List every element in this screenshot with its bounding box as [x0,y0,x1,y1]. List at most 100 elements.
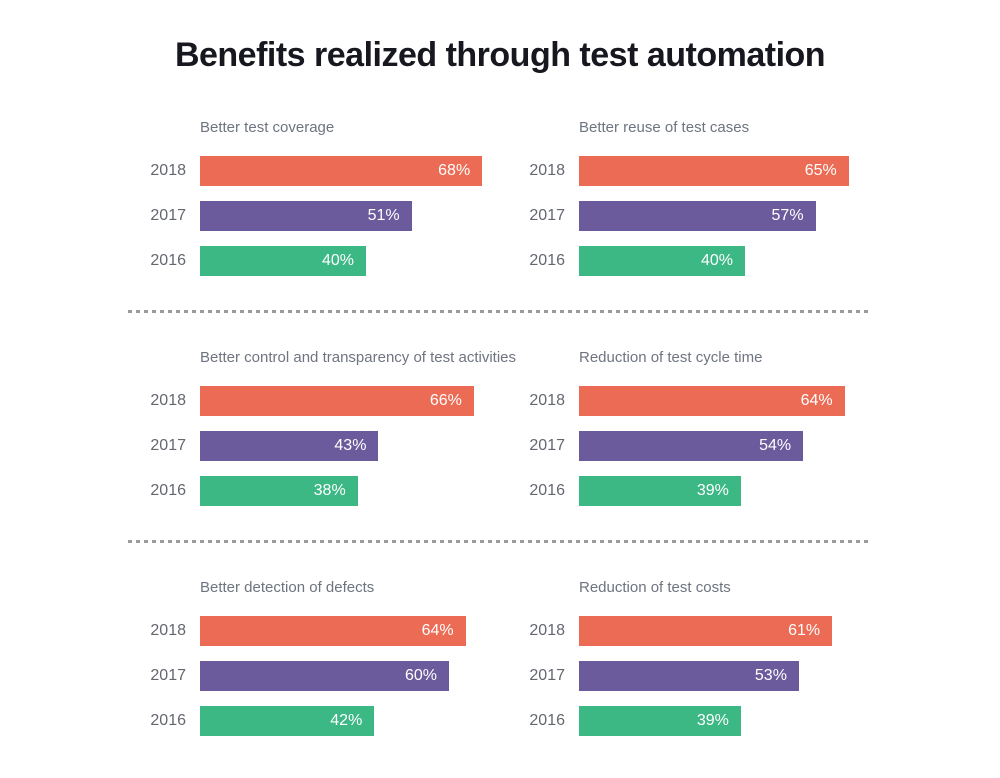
bar-row: 2017 60% [128,661,493,692]
bar-value-label: 38% [313,482,346,500]
bar-row: 2016 38% [128,476,493,507]
bar-2018: 61% [579,616,833,647]
chart-title: Better reuse of test cases [579,119,750,137]
bar-track: 40% [579,246,872,277]
bar-value-label: 68% [438,162,471,180]
bar-track: 60% [200,661,493,692]
bar-row: 2017 51% [128,201,493,232]
bar-row: 2016 39% [507,706,872,737]
bar-2018: 68% [200,156,483,187]
year-label: 2016 [529,482,565,500]
bar-2016: 40% [200,246,366,277]
year-label: 2017 [529,667,565,685]
bar-value-label: 66% [429,392,462,410]
bar-2018: 65% [579,156,849,187]
chart-title: Better detection of defects [200,579,375,597]
chart-6: Reduction of test costs 2018 61% 2017 53% 201… [507,579,872,737]
bar-track: 43% [200,431,493,462]
bar-2016: 38% [200,476,358,507]
bar-value-label: 51% [367,207,400,225]
bar-value-label: 40% [321,252,354,270]
bar-track: 38% [200,476,493,507]
chart-title: Reduction of test costs [579,579,731,597]
bar-2016: 40% [579,246,745,277]
year-label: 2017 [150,207,186,225]
bar-row: 2016 40% [128,246,493,277]
bar-value-label: 54% [759,437,792,455]
year-label: 2018 [529,392,565,410]
year-label: 2016 [529,712,565,730]
bar-row: 2016 42% [128,706,493,737]
bar-row: 2017 43% [128,431,493,462]
year-label: 2016 [529,252,565,270]
bar-track: 57% [579,201,872,232]
chart-title: Better control and transparency of test … [200,349,516,367]
chart-row-1: Better test coverage 2018 68% 2017 51% 2016 40… [128,119,872,277]
bar-track: 51% [200,201,493,232]
bar-2016: 39% [579,706,741,737]
bar-row: 2018 66% [128,386,493,417]
bar-track: 65% [579,156,872,187]
bar-value-label: 39% [696,712,729,730]
year-label: 2016 [150,482,186,500]
chart-title: Better test coverage [200,119,335,137]
bar-track: 39% [579,706,872,737]
year-label: 2016 [150,712,186,730]
year-label: 2018 [150,392,186,410]
bar-2016: 39% [579,476,741,507]
bar-2017: 51% [200,201,412,232]
bar-2017: 43% [200,431,379,462]
bar-track: 40% [200,246,493,277]
year-label: 2017 [150,437,186,455]
bar-track: 66% [200,386,493,417]
chart-row-2: Better control and transparency of test … [128,349,872,507]
year-label: 2018 [150,162,186,180]
chart-5: Better detection of defects 2018 64% 2017 60… [128,579,493,737]
bar-row: 2018 64% [128,616,493,647]
bar-value-label: 61% [788,622,821,640]
bar-row: 2018 61% [507,616,872,647]
chart-row-3: Better detection of defects 2018 64% 2017 60… [128,579,872,737]
year-label: 2018 [529,622,565,640]
bar-2018: 66% [200,386,474,417]
bar-row: 2018 68% [128,156,493,187]
charts-grid: Better test coverage 2018 68% 2017 51% 2016 40… [128,119,872,737]
bar-value-label: 57% [771,207,804,225]
year-label: 2018 [529,162,565,180]
dashed-divider [128,540,872,544]
bar-track: 64% [200,616,493,647]
chart-4: Reduction of test cycle time 2018 64% 2017 5… [507,349,872,507]
year-label: 2017 [529,437,565,455]
bar-track: 53% [579,661,872,692]
year-label: 2017 [150,667,186,685]
bar-row: 2016 40% [507,246,872,277]
chart-3: Better control and transparency of test … [128,349,516,507]
bar-track: 64% [579,386,872,417]
bar-track: 61% [579,616,872,647]
bar-row: 2016 39% [507,476,872,507]
chart-1: Better test coverage 2018 68% 2017 51% 2016 40… [128,119,493,277]
bar-value-label: 65% [804,162,837,180]
bar-value-label: 39% [696,482,729,500]
year-label: 2018 [150,622,186,640]
bar-value-label: 64% [800,392,833,410]
bar-2016: 42% [200,706,375,737]
bar-value-label: 42% [330,712,363,730]
bar-track: 39% [579,476,872,507]
year-label: 2017 [529,207,565,225]
dashed-divider [128,310,872,314]
bar-value-label: 40% [700,252,733,270]
bar-2017: 57% [579,201,816,232]
chart-2: Better reuse of test cases 2018 65% 2017 57%… [507,119,872,277]
chart-title: Reduction of test cycle time [579,349,763,367]
bar-value-label: 64% [421,622,454,640]
bar-track: 42% [200,706,493,737]
bar-2017: 60% [200,661,449,692]
bar-row: 2017 57% [507,201,872,232]
bar-track: 68% [200,156,493,187]
bar-row: 2017 53% [507,661,872,692]
bar-row: 2018 65% [507,156,872,187]
bar-2018: 64% [579,386,845,417]
bar-2018: 64% [200,616,466,647]
